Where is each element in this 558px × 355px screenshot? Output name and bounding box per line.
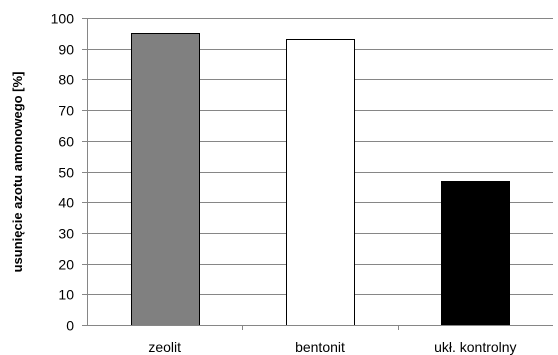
y-axis-label: usunięcie azotu amonowego [%] [10, 72, 25, 273]
y-tick-label: 40 [58, 195, 74, 211]
y-tick-label: 50 [58, 165, 74, 181]
y-tick-label: 60 [58, 134, 74, 150]
x-category-label: zeolit [148, 339, 181, 355]
y-tick-label: 20 [58, 257, 74, 273]
y-tick-label: 30 [58, 226, 74, 242]
y-tick-label: 0 [66, 318, 74, 334]
x-category-label: ukł. kontrolny [434, 339, 516, 355]
y-tick-label: 90 [58, 42, 74, 58]
bar-3 [441, 181, 510, 326]
y-tick-label: 70 [58, 103, 74, 119]
bar-2 [286, 39, 355, 326]
bars [131, 33, 510, 326]
y-tick-label: 100 [51, 11, 75, 27]
y-tick-label: 80 [58, 72, 74, 88]
x-category-label: bentonit [295, 339, 345, 355]
bar-1 [131, 33, 200, 326]
y-tick-label: 10 [58, 287, 74, 303]
axes [82, 18, 553, 330]
tick-labels: 0 10 20 30 40 50 60 70 80 90 100 zeolit bentonit ukł.… [51, 11, 517, 355]
